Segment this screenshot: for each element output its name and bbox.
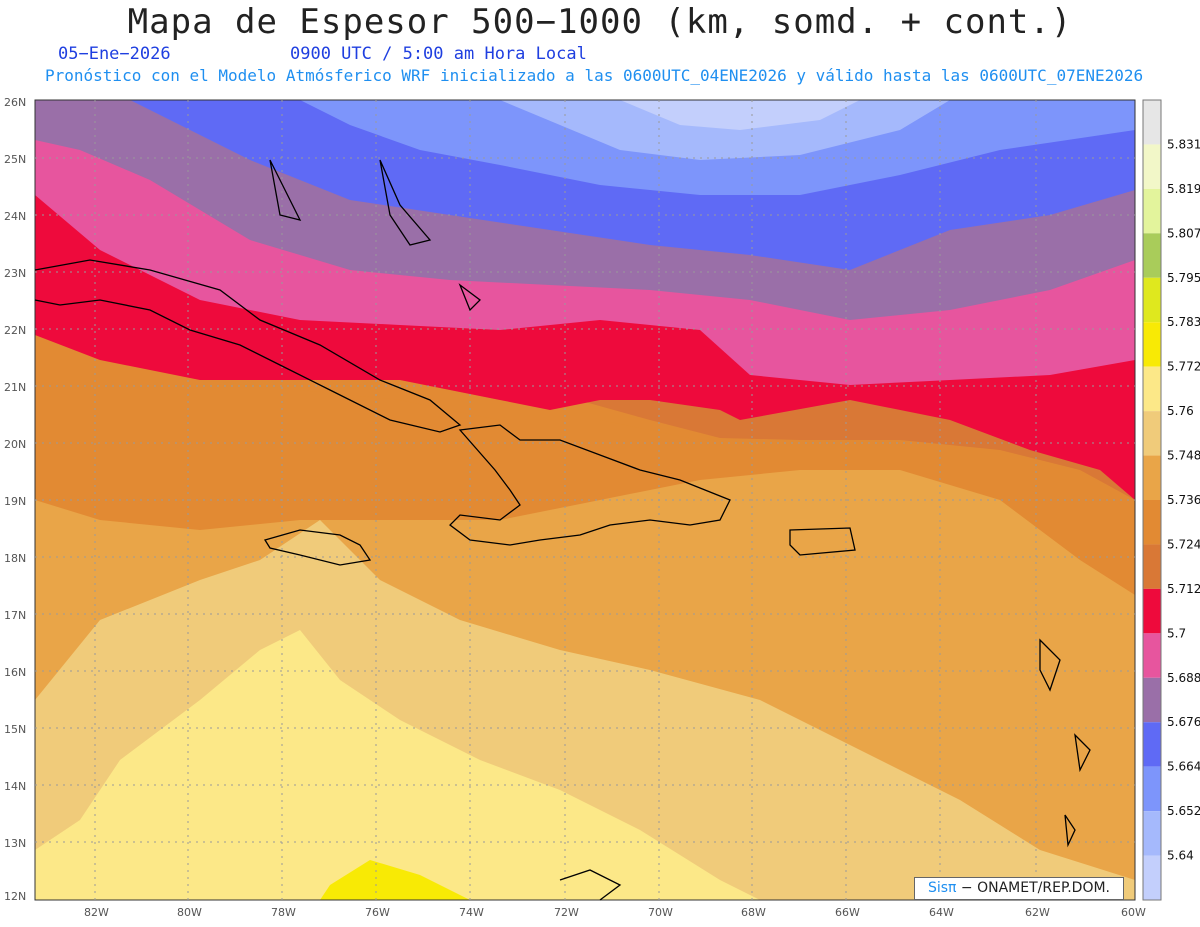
colorbar-swatch (1143, 766, 1161, 812)
colorbar-swatch (1143, 855, 1161, 900)
lat-label: 26N (4, 96, 26, 109)
colorbar-swatch (1143, 411, 1161, 456)
colorbar-swatch (1143, 544, 1161, 589)
colorbar-label: 5.64 (1167, 849, 1194, 863)
forecast-date: 05−Ene−2026 (58, 44, 171, 64)
colorbar-label: 5.712 (1167, 582, 1200, 596)
lon-label: 64W (929, 906, 954, 919)
colorbar-swatch (1143, 722, 1161, 767)
colorbar-swatch (1143, 366, 1161, 412)
lat-label: 24N (4, 210, 26, 223)
lon-label: 80W (177, 906, 202, 919)
lat-label: 21N (4, 381, 26, 394)
lon-label: 76W (365, 906, 390, 919)
colorbar-label: 5.7 (1167, 626, 1186, 640)
colorbar-label: 5.736 (1167, 493, 1200, 507)
lat-label: 19N (4, 495, 26, 508)
contour-fill (35, 100, 1135, 900)
model-subtitle: Pronóstico con el Modelo Atmósferico WRF… (45, 66, 1144, 85)
colorbar-label: 5.772 (1167, 360, 1200, 374)
lat-label: 18N (4, 552, 26, 565)
lat-label: 16N (4, 666, 26, 679)
colorbar-swatch (1143, 188, 1161, 234)
coastlines (34, 159, 1091, 901)
colorbar-swatch (1143, 455, 1161, 500)
colorbar-label: 5.831 (1167, 137, 1200, 151)
credit-text: − ONAMET/REP.DOM. (956, 880, 1110, 896)
lon-label: 70W (648, 906, 673, 919)
colorbar-label: 5.652 (1167, 804, 1200, 818)
lat-label: 17N (4, 609, 26, 622)
colorbar-label: 5.795 (1167, 271, 1200, 285)
lon-label: 66W (835, 906, 860, 919)
colorbar-swatch (1143, 233, 1161, 278)
colorbar-label: 5.783 (1167, 315, 1200, 329)
colorbar-swatch (1143, 277, 1161, 323)
colorbar-swatch (1143, 100, 1161, 145)
latitude-labels: 26N 25N 24N 23N 22N 21N 20N 19N 18N 17N … (4, 96, 26, 903)
lat-label: 12N (4, 890, 26, 903)
lon-label: 68W (741, 906, 766, 919)
colorbar-label: 5.807 (1167, 226, 1200, 240)
colorbar-swatch (1143, 633, 1161, 678)
lat-label: 25N (4, 153, 26, 166)
colorbar-label: 5.76 (1167, 404, 1194, 418)
lon-label: 72W (554, 906, 579, 919)
colorbar-frame (1142, 99, 1162, 901)
credit-brand: Sisπ (927, 880, 957, 896)
colorbar-swatch (1143, 322, 1161, 367)
graticule (35, 100, 1135, 900)
colorbar-swatch (1143, 677, 1161, 723)
colorbar-swatch (1143, 500, 1161, 545)
colorbar-swatch (1143, 811, 1161, 856)
colorbar: 5.831 5.819 5.807 5.795 5.783 5.772 5.76 5.748 5… (1142, 99, 1200, 901)
colorbar-label: 5.724 (1167, 537, 1200, 551)
lon-label: 78W (271, 906, 296, 919)
lat-label: 20N (4, 438, 26, 451)
lat-label: 22N (4, 324, 26, 337)
forecast-time: 0900 UTC / 5:00 am Hora Local (290, 44, 587, 64)
map-title: Mapa de Espesor 500−1000 (km, somd. + co… (127, 2, 1073, 42)
longitude-labels: 82W 80W 78W 76W 74W 72W 70W 68W 66W 64W … (84, 906, 1146, 919)
colorbar-label: 5.676 (1167, 715, 1200, 729)
lon-label: 60W (1121, 906, 1146, 919)
credit-box: Sisπ − ONAMET/REP.DOM. (914, 877, 1124, 900)
colorbar-label: 5.664 (1167, 760, 1200, 774)
colorbar-label: 5.748 (1167, 449, 1200, 463)
colorbar-label: 5.819 (1167, 182, 1200, 196)
colorbar-swatch (1143, 588, 1161, 634)
lon-label: 74W (459, 906, 484, 919)
colorbar-swatch (1143, 144, 1161, 189)
colorbar-label: 5.688 (1167, 671, 1200, 685)
lat-label: 14N (4, 780, 26, 793)
lat-label: 15N (4, 723, 26, 736)
lon-label: 82W (84, 906, 109, 919)
lat-label: 23N (4, 267, 26, 280)
lon-label: 62W (1025, 906, 1050, 919)
lat-label: 13N (4, 837, 26, 850)
